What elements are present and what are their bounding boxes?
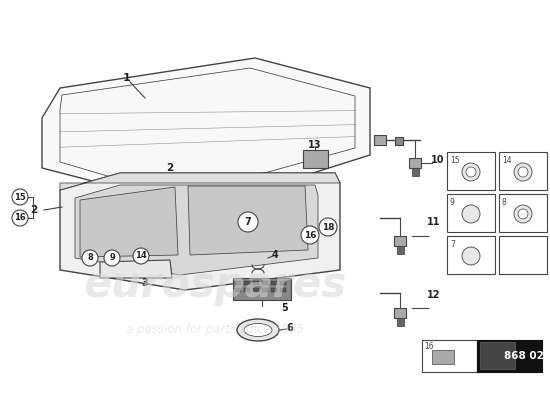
Bar xyxy=(499,194,547,232)
Circle shape xyxy=(462,163,480,181)
Text: 4: 4 xyxy=(272,250,278,260)
Text: 16: 16 xyxy=(304,230,316,240)
Bar xyxy=(271,288,277,292)
Polygon shape xyxy=(75,185,318,275)
Text: 10: 10 xyxy=(431,155,445,165)
Bar xyxy=(397,318,404,326)
Text: a passion for parts since 1985: a passion for parts since 1985 xyxy=(126,324,304,336)
Text: 16: 16 xyxy=(424,342,433,351)
Bar xyxy=(480,342,515,369)
Circle shape xyxy=(12,210,28,226)
Bar xyxy=(303,150,328,168)
Bar xyxy=(374,135,386,145)
Circle shape xyxy=(466,167,476,177)
Bar xyxy=(271,281,277,285)
Text: 2: 2 xyxy=(30,205,37,215)
Circle shape xyxy=(133,248,149,264)
Text: 7: 7 xyxy=(450,240,455,249)
Text: 9: 9 xyxy=(450,198,455,207)
Bar xyxy=(395,137,403,145)
Text: 6: 6 xyxy=(287,323,293,333)
Circle shape xyxy=(514,163,532,181)
Bar xyxy=(432,350,454,364)
Text: 7: 7 xyxy=(245,217,251,227)
Text: 12: 12 xyxy=(427,290,441,300)
Circle shape xyxy=(462,205,480,223)
Circle shape xyxy=(238,212,258,232)
Bar xyxy=(447,152,495,190)
Polygon shape xyxy=(60,173,340,190)
Text: 15: 15 xyxy=(14,192,26,202)
Bar xyxy=(394,308,406,318)
Bar xyxy=(412,168,419,176)
Bar xyxy=(262,281,268,285)
Circle shape xyxy=(82,250,98,266)
Text: 9: 9 xyxy=(109,254,115,262)
Ellipse shape xyxy=(244,324,272,336)
Bar xyxy=(244,288,250,292)
Bar xyxy=(235,288,241,292)
Circle shape xyxy=(518,167,528,177)
Text: 5: 5 xyxy=(282,303,288,313)
Polygon shape xyxy=(100,260,172,278)
Bar xyxy=(253,281,259,285)
Text: 15: 15 xyxy=(450,156,460,165)
Polygon shape xyxy=(60,173,340,290)
Text: 14: 14 xyxy=(135,252,147,260)
Circle shape xyxy=(104,250,120,266)
Polygon shape xyxy=(188,186,308,255)
Ellipse shape xyxy=(237,319,279,341)
Circle shape xyxy=(12,189,28,205)
Bar xyxy=(244,281,250,285)
Circle shape xyxy=(319,218,337,236)
Text: 11: 11 xyxy=(427,217,441,227)
Bar xyxy=(253,288,259,292)
Text: 13: 13 xyxy=(308,140,322,150)
Text: 868 02: 868 02 xyxy=(504,351,544,361)
Bar xyxy=(280,281,286,285)
Text: 3: 3 xyxy=(142,278,148,288)
Text: 8: 8 xyxy=(87,254,93,262)
Bar xyxy=(280,288,286,292)
Text: 8: 8 xyxy=(502,198,507,207)
Circle shape xyxy=(462,247,480,265)
Bar xyxy=(499,152,547,190)
Text: 2: 2 xyxy=(166,163,174,173)
Polygon shape xyxy=(80,187,178,257)
Bar xyxy=(499,236,547,274)
Bar xyxy=(409,158,421,168)
Text: 16: 16 xyxy=(14,214,26,222)
Polygon shape xyxy=(42,58,370,205)
Circle shape xyxy=(514,205,532,223)
Circle shape xyxy=(518,209,528,219)
Text: 18: 18 xyxy=(322,222,334,232)
Bar xyxy=(235,281,241,285)
Bar xyxy=(394,236,406,246)
Text: 1: 1 xyxy=(123,73,131,83)
Bar xyxy=(447,236,495,274)
Text: eurospares: eurospares xyxy=(84,264,346,306)
Bar xyxy=(477,340,542,372)
Bar xyxy=(397,246,404,254)
Bar xyxy=(447,194,495,232)
Bar xyxy=(262,288,268,292)
Bar xyxy=(422,340,477,372)
Circle shape xyxy=(301,226,319,244)
Bar xyxy=(233,278,291,300)
Text: 14: 14 xyxy=(502,156,512,165)
